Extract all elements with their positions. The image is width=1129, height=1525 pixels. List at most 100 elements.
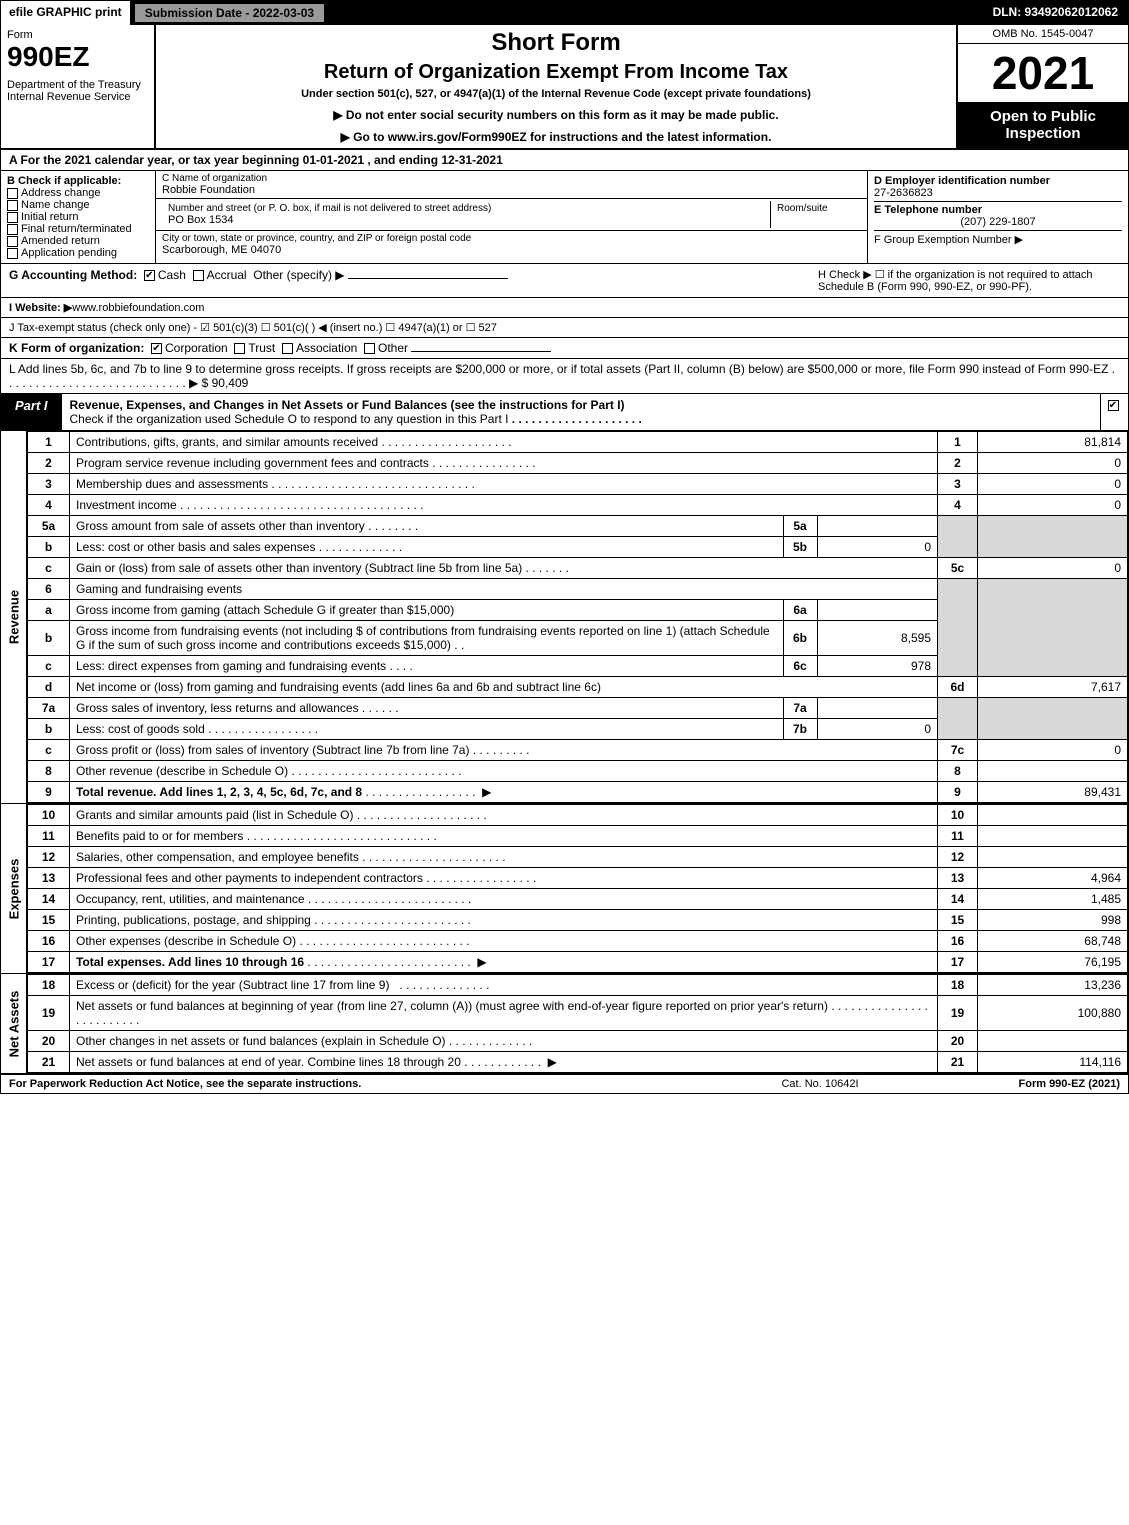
chk-accrual[interactable]	[193, 270, 204, 281]
val-13: 4,964	[978, 868, 1128, 889]
chk-association[interactable]	[282, 343, 293, 354]
website-url[interactable]: www.robbiefoundation.com	[72, 302, 204, 314]
chk-corporation[interactable]	[151, 343, 162, 354]
val-14: 1,485	[978, 889, 1128, 910]
section-i-website: I Website: ▶www.robbiefoundation.com	[1, 298, 1128, 318]
net-assets-vertical-label: Net Assets	[1, 974, 27, 1073]
return-title: Return of Organization Exempt From Incom…	[164, 61, 948, 84]
revenue-section: Revenue 1Contributions, gifts, grants, a…	[1, 431, 1128, 804]
street-value: PO Box 1534	[168, 214, 764, 226]
room-suite-label: Room/suite	[771, 201, 861, 228]
city-value: Scarborough, ME 04070	[162, 244, 861, 256]
chk-final-return[interactable]: Final return/terminated	[7, 223, 149, 235]
revenue-table: 1Contributions, gifts, grants, and simil…	[27, 431, 1128, 803]
val-7b: 0	[817, 719, 937, 739]
val-1: 81,814	[978, 432, 1128, 453]
chk-cash[interactable]	[144, 270, 155, 281]
section-c: C Name of organization Robbie Foundation…	[156, 171, 868, 263]
line-a: A For the 2021 calendar year, or tax yea…	[1, 150, 1128, 171]
tax-year: 2021	[958, 44, 1128, 102]
net-assets-table: 18Excess or (deficit) for the year (Subt…	[27, 974, 1128, 1073]
val-11	[978, 826, 1128, 847]
cat-no: Cat. No. 10642I	[720, 1078, 920, 1090]
val-3: 0	[978, 474, 1128, 495]
chk-other-org[interactable]	[364, 343, 375, 354]
part-i-tab: Part I	[1, 394, 62, 430]
open-to-public: Open to Public Inspection	[958, 102, 1128, 148]
section-l: L Add lines 5b, 6c, and 7b to line 9 to …	[1, 359, 1128, 394]
val-18: 13,236	[978, 975, 1128, 996]
page-footer: For Paperwork Reduction Act Notice, see …	[1, 1075, 1128, 1093]
form-number: 990EZ	[7, 41, 148, 73]
chk-name-change[interactable]: Name change	[7, 199, 149, 211]
val-4: 0	[978, 495, 1128, 516]
goto-link[interactable]: ▶ Go to www.irs.gov/Form990EZ for instru…	[164, 130, 948, 144]
section-k: K Form of organization: Corporation Trus…	[1, 338, 1128, 359]
other-specify-input[interactable]	[348, 278, 508, 279]
val-10	[978, 805, 1128, 826]
form-meta-block: OMB No. 1545-0047 2021 Open to Public In…	[958, 25, 1128, 148]
section-g-h: G Accounting Method: Cash Accrual Other …	[1, 264, 1128, 298]
do-not-enter: ▶ Do not enter social security numbers o…	[164, 108, 948, 122]
net-assets-section: Net Assets 18Excess or (deficit) for the…	[1, 974, 1128, 1075]
paperwork-notice: For Paperwork Reduction Act Notice, see …	[9, 1078, 720, 1090]
section-b: B Check if applicable: Address change Na…	[1, 171, 156, 263]
group-exemption-label: F Group Exemption Number ▶	[874, 233, 1122, 246]
chk-address-change[interactable]: Address change	[7, 187, 149, 199]
val-15: 998	[978, 910, 1128, 931]
chk-initial-return[interactable]: Initial return	[7, 211, 149, 223]
omb-number: OMB No. 1545-0047	[958, 25, 1128, 44]
val-12	[978, 847, 1128, 868]
section-b-through-f: B Check if applicable: Address change Na…	[1, 171, 1128, 264]
val-21: 114,116	[978, 1052, 1128, 1073]
section-d-e-f: D Employer identification number 27-2636…	[868, 171, 1128, 263]
ein-value: 27-2636823	[874, 187, 1122, 202]
revenue-vertical-label: Revenue	[1, 431, 27, 803]
val-6b: 8,595	[817, 621, 937, 655]
ein-label: D Employer identification number	[874, 175, 1122, 187]
form-id-block: Form 990EZ Department of the Treasury In…	[1, 25, 156, 148]
dept-label: Department of the Treasury Internal Reve…	[7, 79, 148, 103]
expenses-section: Expenses 10Grants and similar amounts pa…	[1, 804, 1128, 974]
val-2: 0	[978, 453, 1128, 474]
val-19: 100,880	[978, 996, 1128, 1031]
short-form-title: Short Form	[164, 29, 948, 57]
street-label: Number and street (or P. O. box, if mail…	[168, 203, 764, 214]
dln-label: DLN: 93492062012062	[985, 1, 1128, 25]
val-9: 89,431	[978, 782, 1128, 803]
part-i-checkbox[interactable]	[1100, 394, 1128, 430]
chk-amended-return[interactable]: Amended return	[7, 235, 149, 247]
val-5b: 0	[817, 537, 937, 557]
chk-trust[interactable]	[234, 343, 245, 354]
section-j-tax-exempt: J Tax-exempt status (check only one) - ☑…	[1, 318, 1128, 338]
org-name: Robbie Foundation	[162, 184, 861, 196]
form-title-block: Short Form Return of Organization Exempt…	[156, 25, 958, 148]
g-label: G Accounting Method:	[9, 268, 137, 282]
form-990ez-page: efile GRAPHIC print Submission Date - 20…	[0, 0, 1129, 1094]
val-5c: 0	[978, 558, 1128, 579]
form-footer-id: Form 990-EZ (2021)	[920, 1078, 1120, 1090]
val-7c: 0	[978, 740, 1128, 761]
tel-value: (207) 229-1807	[874, 216, 1122, 231]
chk-application-pending[interactable]: Application pending	[7, 247, 149, 259]
city-label: City or town, state or province, country…	[162, 233, 861, 244]
part-i-title: Revenue, Expenses, and Changes in Net As…	[70, 398, 625, 412]
expenses-vertical-label: Expenses	[1, 804, 27, 973]
l-amount: ▶ $ 90,409	[189, 376, 248, 390]
c-name-label: C Name of organization	[162, 173, 861, 184]
part-i-header: Part I Revenue, Expenses, and Changes in…	[1, 394, 1128, 431]
form-word: Form	[7, 29, 148, 41]
efile-print-label[interactable]: efile GRAPHIC print	[1, 1, 132, 25]
val-6c: 978	[817, 656, 937, 676]
section-h: H Check ▶ ☐ if the organization is not r…	[810, 268, 1120, 293]
section-b-title: B Check if applicable:	[7, 175, 149, 187]
val-16: 68,748	[978, 931, 1128, 952]
under-section: Under section 501(c), 527, or 4947(a)(1)…	[164, 88, 948, 100]
submission-date-button[interactable]: Submission Date - 2022-03-03	[134, 3, 325, 23]
top-bar: efile GRAPHIC print Submission Date - 20…	[1, 1, 1128, 25]
val-8	[978, 761, 1128, 782]
form-header: Form 990EZ Department of the Treasury In…	[1, 25, 1128, 150]
val-20	[978, 1031, 1128, 1052]
part-i-subtitle: Check if the organization used Schedule …	[70, 412, 509, 426]
val-17: 76,195	[978, 952, 1128, 973]
